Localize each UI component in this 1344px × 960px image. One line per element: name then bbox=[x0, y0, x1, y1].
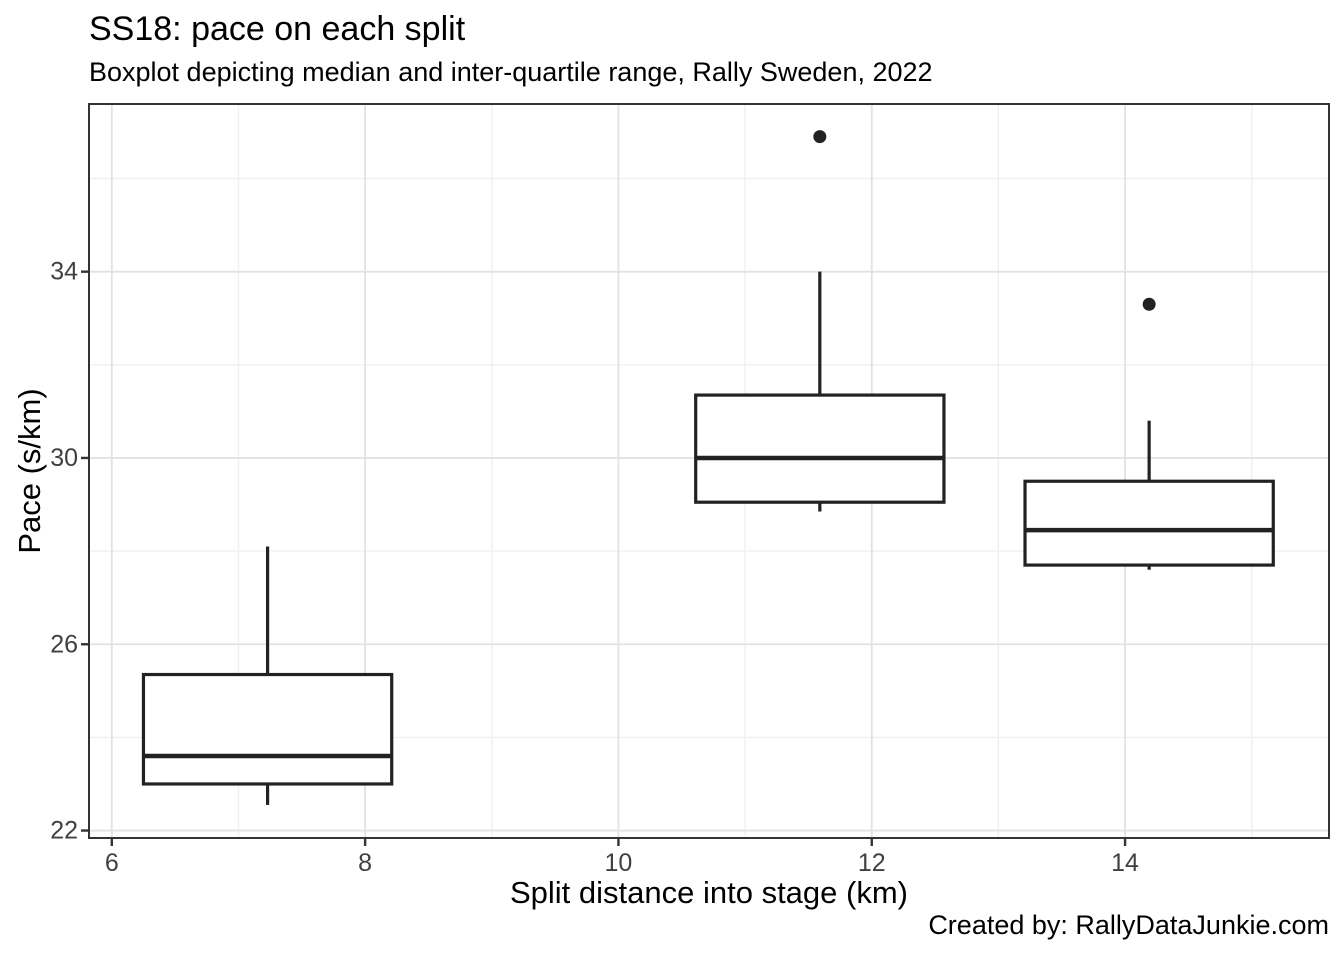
y-tick-label: 26 bbox=[50, 630, 78, 658]
x-tick-label: 12 bbox=[858, 849, 886, 877]
panel-border bbox=[88, 103, 1330, 839]
boxplot-box bbox=[1023, 479, 1275, 567]
y-tick-label: 22 bbox=[50, 817, 78, 845]
y-tick-label: 30 bbox=[50, 444, 78, 472]
x-axis-title: Split distance into stage (km) bbox=[509, 875, 908, 910]
x-tick-label: 6 bbox=[105, 849, 119, 877]
chart-subtitle: Boxplot depicting median and inter-quart… bbox=[89, 57, 933, 87]
y-axis-title: Pace (s/km) bbox=[12, 388, 47, 554]
x-tick-label: 14 bbox=[1111, 849, 1139, 877]
x-tick-label: 10 bbox=[605, 849, 633, 877]
chart-caption: Created by: RallyDataJunkie.com bbox=[928, 910, 1329, 940]
chart-title: SS18: pace on each split bbox=[89, 10, 466, 48]
x-tick-label: 8 bbox=[358, 849, 372, 877]
y-tick-label: 34 bbox=[50, 258, 78, 286]
boxplot-box bbox=[694, 393, 946, 504]
outlier-point bbox=[813, 130, 827, 144]
outlier-point bbox=[1142, 297, 1156, 311]
boxplot-box bbox=[141, 672, 394, 786]
